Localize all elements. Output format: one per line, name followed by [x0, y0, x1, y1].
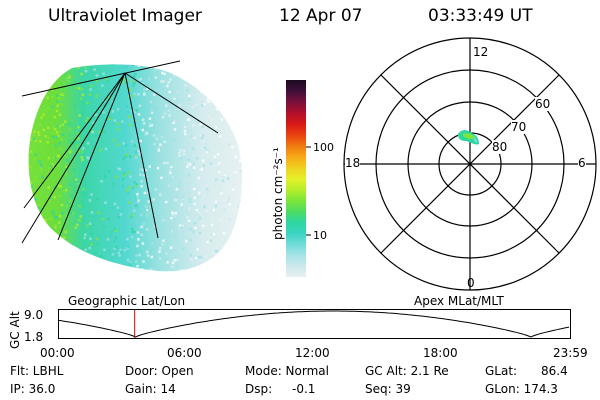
colorbar-tick-10: 10: [313, 229, 327, 242]
geographic-panel-label: Geographic Lat/Lon: [68, 294, 186, 308]
timeline-xtick-4: 23:59: [553, 346, 588, 360]
timeline-ylabel: GC Alt: [8, 311, 22, 349]
geo-grid-lines: [21, 60, 219, 244]
aurora-blob: [458, 130, 479, 145]
glon-readout: GLon: 174.3: [485, 382, 558, 396]
mlt-label-12: 12: [473, 45, 489, 59]
glat-readout-label: GLat:: [485, 364, 518, 378]
mlt-label-0: 0: [467, 276, 475, 290]
lat-label-70: 70: [511, 120, 527, 134]
timeline-xtick-2: 12:00: [295, 346, 330, 360]
timeline-ytick-bottom: 1.8: [24, 330, 44, 344]
colorbar: [286, 80, 306, 277]
colorbar-ticks: [306, 146, 311, 236]
dsp-readout-label: Dsp:: [245, 382, 273, 396]
timeline-xtick-0: 00:00: [40, 346, 75, 360]
timeline-plot: [58, 309, 571, 339]
dsp-readout-value: -0.1: [292, 382, 316, 396]
door-readout: Door: Open: [125, 364, 194, 378]
time-label: 03:33:49 UT: [428, 6, 533, 26]
gc-alt-readout: GC Alt: 2.1 Re: [365, 364, 449, 378]
mode-readout: Mode: Normal: [245, 364, 329, 378]
filter-readout: Flt: LBHL: [10, 364, 64, 378]
mlt-label-18: 18: [345, 156, 361, 170]
lat-label-60: 60: [535, 97, 551, 111]
timeline-xtick-3: 18:00: [423, 346, 458, 360]
colorbar-tick-100: 100: [313, 141, 334, 154]
timeline-ytick-top: 9.0: [24, 308, 44, 322]
seq-readout: Seq: 39: [365, 382, 411, 396]
date-label: 12 Apr 07: [279, 6, 363, 26]
apex-panel-label: Apex MLat/MLT: [414, 294, 504, 308]
mlt-label-6: 6: [578, 156, 586, 170]
instrument-title: Ultraviolet Imager: [48, 6, 202, 26]
lat-label-80: 80: [492, 140, 508, 154]
colorbar-unit-label: photon cm⁻²s⁻¹: [271, 147, 285, 240]
timeline-xtick-1: 06:00: [167, 346, 202, 360]
ip-readout: IP: 36.0: [10, 382, 56, 396]
polar-plot: [343, 37, 597, 291]
gain-readout: Gain: 14: [125, 382, 176, 396]
glat-readout-value: 86.4: [541, 364, 568, 378]
altitude-curve: [58, 310, 570, 338]
geographic-image: [21, 60, 242, 272]
